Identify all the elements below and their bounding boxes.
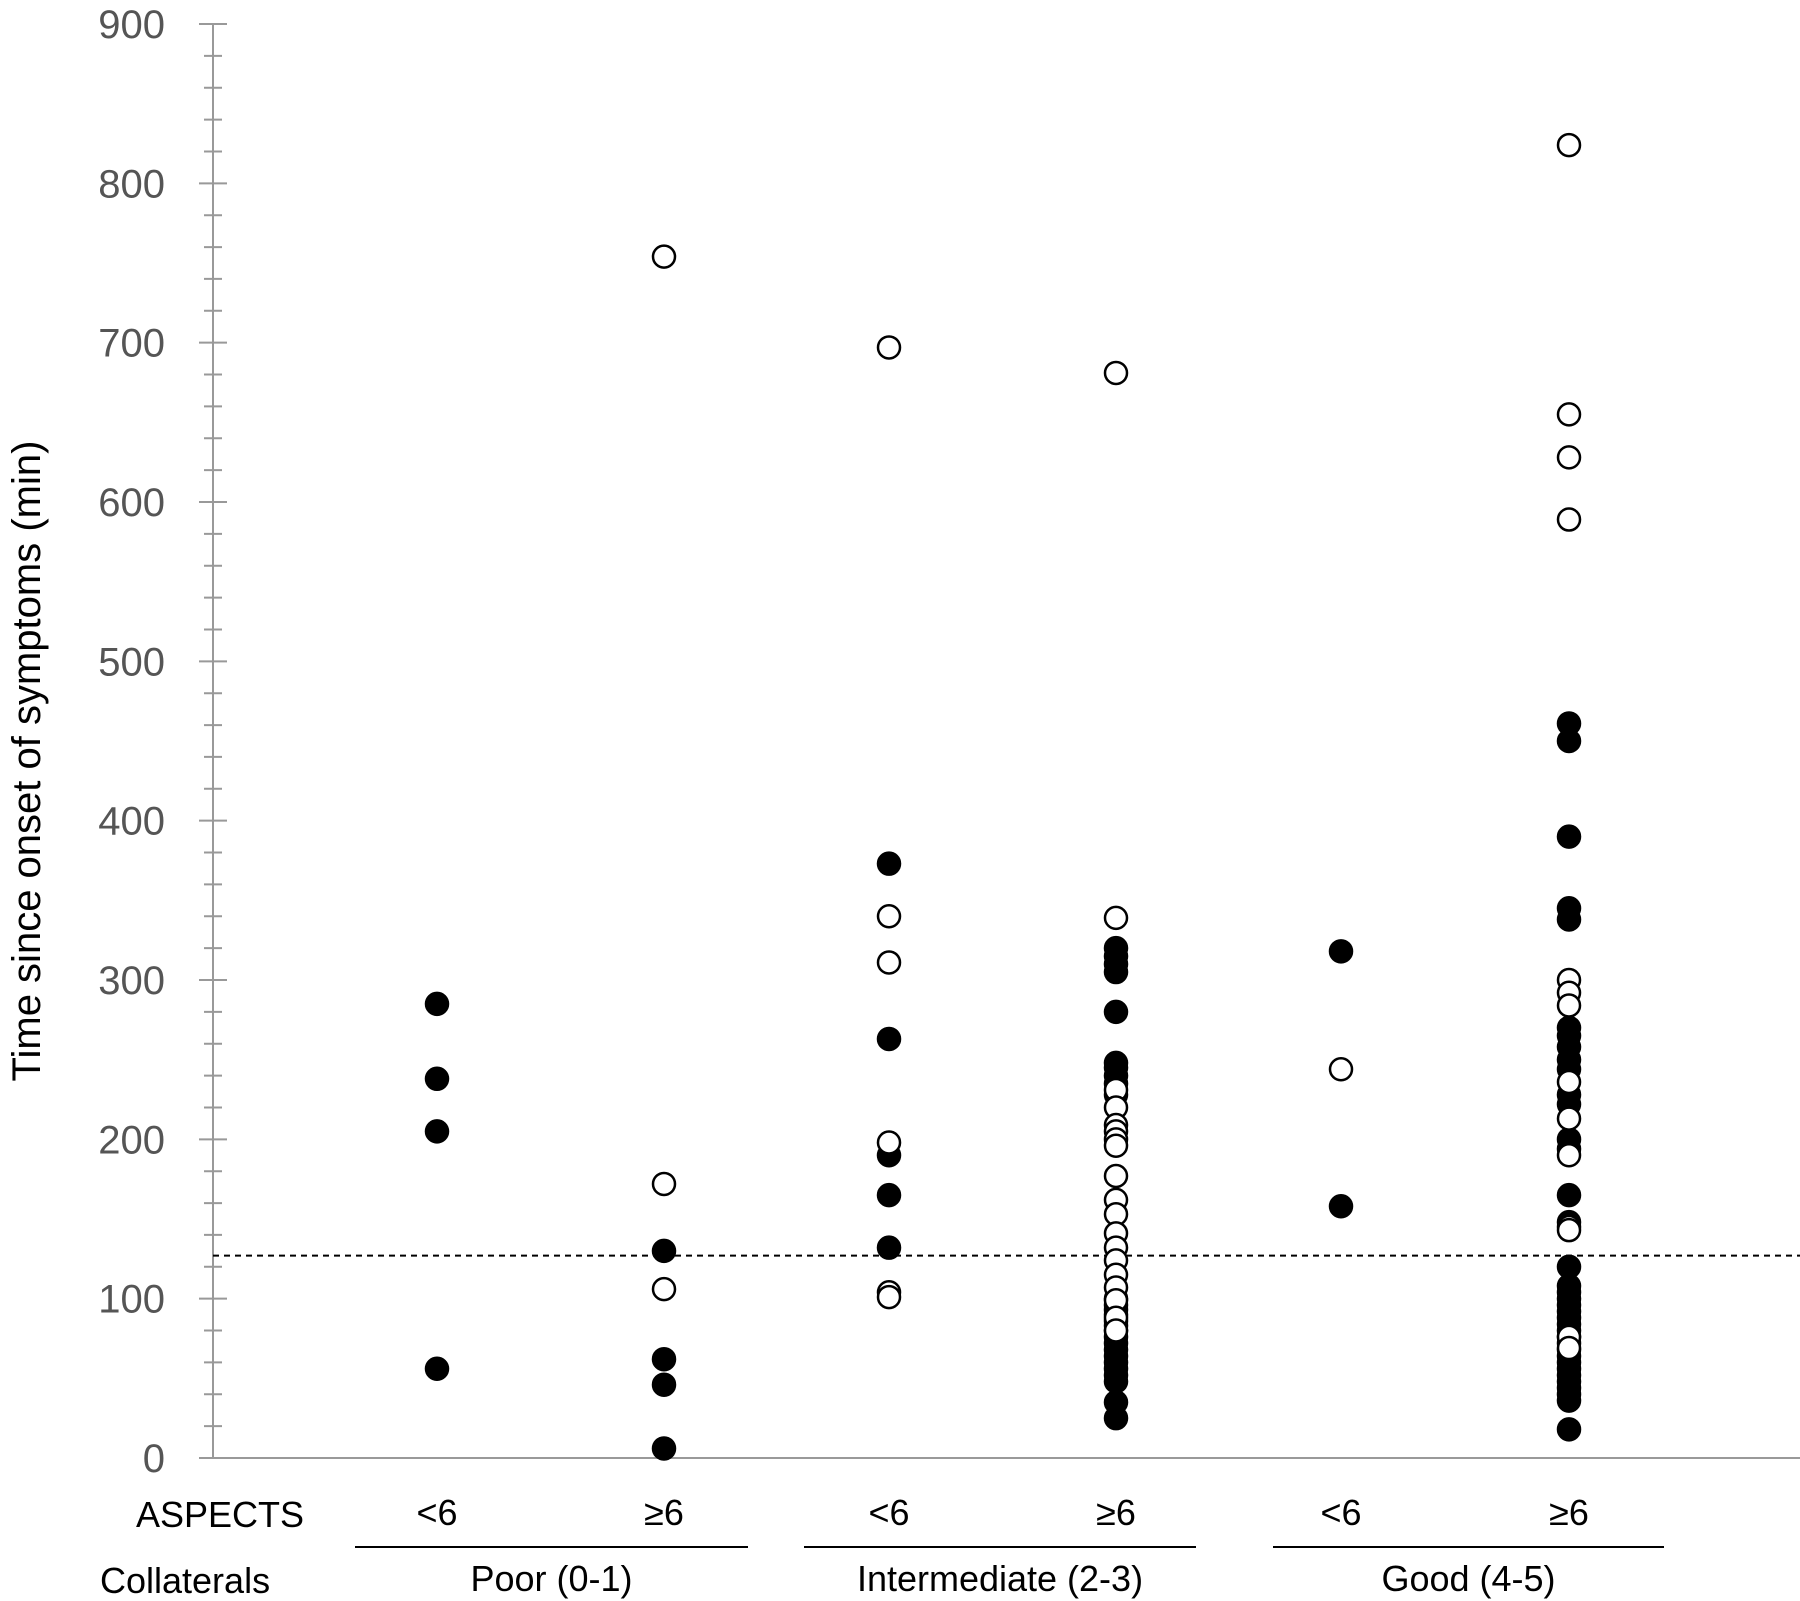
filled-point bbox=[1556, 1417, 1582, 1442]
open-point bbox=[1556, 1069, 1582, 1095]
collaterals-row-label: Collaterals bbox=[100, 1560, 270, 1601]
filled-point bbox=[1556, 907, 1582, 932]
filled-point bbox=[876, 851, 902, 876]
filled-point bbox=[876, 1026, 902, 1052]
filled-point bbox=[1556, 1182, 1582, 1208]
aspects-label: ≥6 bbox=[1096, 1492, 1136, 1533]
filled-point bbox=[1556, 1388, 1582, 1413]
filled-point bbox=[1103, 1369, 1129, 1394]
collaterals-label: Intermediate (2-3) bbox=[857, 1558, 1143, 1599]
y-axis-label: Time since onset of symptoms (min) bbox=[5, 441, 49, 1082]
y-tick-label: 900 bbox=[98, 3, 165, 47]
filled-point bbox=[651, 1346, 677, 1372]
open-point bbox=[1103, 905, 1129, 931]
y-tick-label: 100 bbox=[98, 1278, 165, 1322]
filled-point bbox=[876, 1235, 902, 1260]
open-point bbox=[1556, 507, 1582, 532]
open-point bbox=[651, 1276, 677, 1302]
labels-layer: 0 100 200 300 400 500 600 700 800 900 Time since o… bbox=[5, 3, 1589, 1601]
filled-point bbox=[424, 1066, 450, 1092]
aspects-label: ≥6 bbox=[1549, 1492, 1589, 1533]
open-point bbox=[876, 1130, 902, 1155]
collaterals-label: Good (4-5) bbox=[1381, 1558, 1555, 1599]
open-point bbox=[651, 244, 677, 269]
filled-point bbox=[1103, 999, 1129, 1025]
open-point bbox=[1556, 1217, 1582, 1243]
aspects-label: ≥6 bbox=[644, 1492, 684, 1533]
y-tick-label: 300 bbox=[98, 959, 165, 1003]
open-point bbox=[876, 904, 902, 929]
filled-point bbox=[1328, 1194, 1354, 1219]
filled-point bbox=[424, 1119, 450, 1144]
filled-point bbox=[651, 1372, 677, 1397]
aspects-label: <6 bbox=[1320, 1492, 1361, 1533]
y-tick-label: 0 bbox=[143, 1437, 165, 1481]
open-point bbox=[876, 335, 902, 360]
open-point bbox=[651, 1171, 677, 1197]
open-point bbox=[1103, 1133, 1129, 1158]
open-point bbox=[1103, 360, 1129, 386]
filled-point bbox=[1103, 1405, 1129, 1431]
filled-point bbox=[1556, 728, 1582, 754]
filled-point bbox=[651, 1238, 677, 1264]
open-point bbox=[1556, 445, 1582, 470]
collaterals-label: Poor (0-1) bbox=[470, 1558, 632, 1599]
open-point bbox=[1103, 1163, 1129, 1189]
aspects-label: <6 bbox=[868, 1492, 909, 1533]
filled-point bbox=[424, 991, 450, 1017]
y-tick-label: 800 bbox=[98, 162, 165, 206]
filled-point bbox=[1556, 824, 1582, 849]
filled-point bbox=[1328, 939, 1354, 964]
y-tick-label: 400 bbox=[98, 800, 165, 844]
y-tick-label: 700 bbox=[98, 322, 165, 366]
open-point bbox=[1556, 132, 1582, 158]
axes-layer bbox=[199, 23, 1800, 1548]
aspects-label: <6 bbox=[416, 1492, 457, 1533]
filled-point bbox=[651, 1436, 677, 1461]
open-point bbox=[1556, 1335, 1582, 1361]
points-layer bbox=[424, 132, 1582, 1461]
open-point bbox=[876, 950, 902, 975]
open-point bbox=[1328, 1056, 1354, 1082]
filled-point bbox=[876, 1182, 902, 1208]
y-tick-label: 500 bbox=[98, 640, 165, 684]
open-point bbox=[1556, 1143, 1582, 1168]
open-point bbox=[876, 1284, 902, 1310]
aspects-row-label: ASPECTS bbox=[136, 1494, 304, 1535]
open-point bbox=[1103, 1318, 1129, 1343]
filled-point bbox=[424, 1356, 450, 1382]
open-point bbox=[1556, 402, 1582, 427]
filled-point bbox=[1103, 959, 1129, 985]
open-point bbox=[1556, 993, 1582, 1018]
y-tick-label: 200 bbox=[98, 1118, 165, 1162]
open-point bbox=[1556, 1106, 1582, 1131]
y-tick-label: 600 bbox=[98, 481, 165, 525]
